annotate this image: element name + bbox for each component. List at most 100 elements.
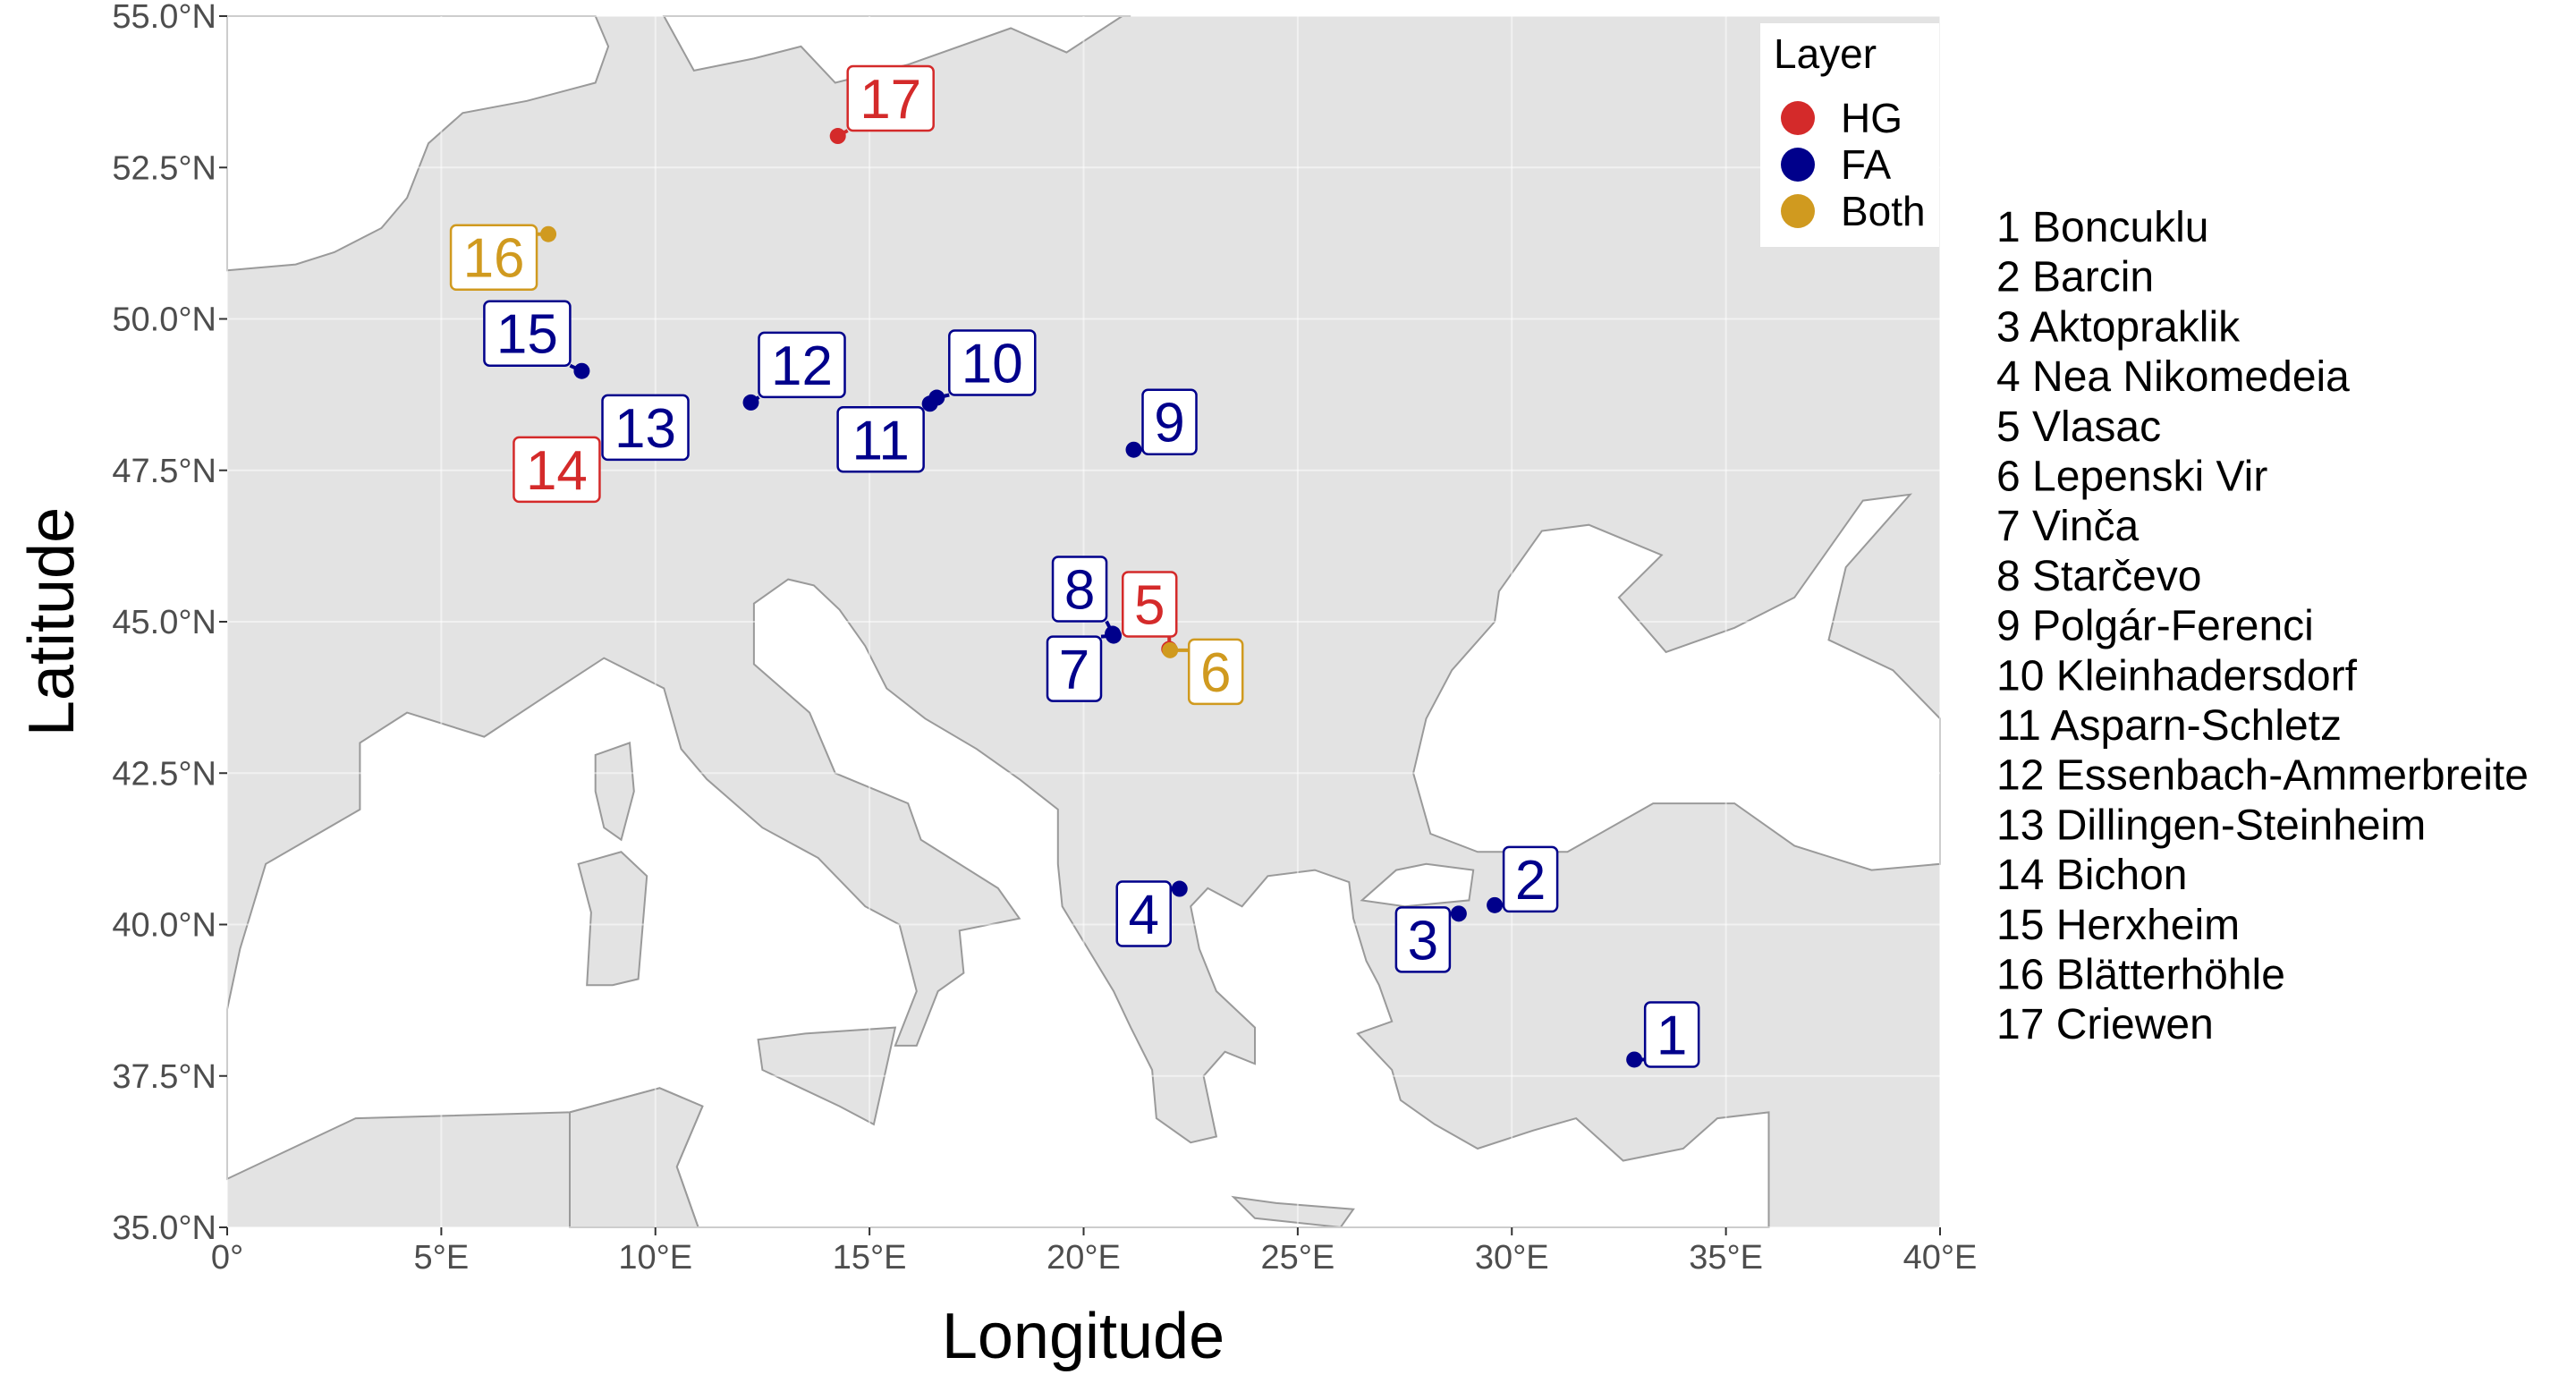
site-label: 17 — [860, 69, 921, 131]
y-tick-label: 42.5°N — [112, 755, 216, 793]
corsica-land — [594, 742, 635, 842]
site-label-box — [1141, 388, 1198, 455]
site-label: 6 — [1200, 642, 1231, 704]
legend-label: Both — [1841, 188, 1926, 234]
site-marker-13: 13 — [601, 394, 690, 462]
x-axis-ticks: 0° 5°E 10°E 15°E 20°E 25°E 30°E 35°E 40°E — [211, 1227, 1978, 1277]
site-list-item: 16 Blätterhöhle — [1996, 952, 2285, 999]
site-label-box — [836, 406, 925, 473]
site-list-item: 14 Bichon — [1996, 852, 2188, 899]
x-tick-label: 15°E — [833, 1239, 907, 1277]
site-label: 3 — [1408, 910, 1438, 971]
site-marker-5: 5 — [1122, 571, 1178, 658]
site-list-item: 12 Essenbach-Ammerbreite — [1996, 752, 2529, 800]
y-tick-label: 35.0°N — [112, 1209, 216, 1247]
site-list-item: 5 Vlasac — [1996, 403, 2161, 451]
site-label: 4 — [1128, 885, 1158, 946]
y-tick-label: 45.0°N — [112, 604, 216, 641]
legend-key-hg — [1781, 101, 1815, 135]
site-point — [1171, 880, 1188, 897]
y-tick-label: 47.5°N — [112, 453, 216, 490]
site-marker-4: 4 — [1115, 880, 1188, 947]
site-list-item: 13 Dillingen-Steinheim — [1996, 802, 2426, 849]
y-axis-ticks: 35.0°N 37.5°N 40.0°N 42.5°N 45.0°N 47.5°N 50.0… — [112, 0, 227, 1247]
site-list-item: 15 Herxheim — [1996, 902, 2240, 949]
site-marker-10: 10 — [928, 329, 1037, 406]
site-label-box — [758, 331, 846, 399]
site-marker-17: 17 — [829, 64, 935, 145]
x-axis-title: Longitude — [942, 1301, 1224, 1372]
site-list-item: 3 Aktopraklik — [1996, 303, 2241, 351]
y-tick-label: 52.5°N — [112, 149, 216, 187]
site-label-box — [449, 224, 538, 291]
site-point — [1162, 641, 1179, 658]
site-label: 13 — [614, 398, 676, 460]
site-marker-14: 14 — [513, 436, 601, 504]
site-label-box — [1502, 845, 1559, 913]
x-tick-label: 25°E — [1260, 1239, 1335, 1277]
site-label: 7 — [1059, 640, 1089, 701]
site-point — [573, 362, 590, 379]
site-point — [1105, 625, 1122, 642]
site-marker-9: 9 — [1125, 388, 1198, 458]
site-point — [540, 225, 557, 242]
site-label-box — [483, 300, 572, 367]
site-list-item: 4 Nea Nikomedeia — [1996, 353, 2350, 401]
site-label: 8 — [1064, 560, 1095, 622]
site-label-box — [513, 436, 601, 504]
x-tick-label: 10°E — [618, 1239, 692, 1277]
black-sea — [1412, 493, 1941, 871]
site-label-box — [1187, 638, 1244, 706]
site-label-box — [1122, 571, 1178, 638]
site-label-box — [1046, 635, 1103, 702]
legend-title: Layer — [1774, 30, 1877, 77]
site-marker-15: 15 — [483, 300, 590, 379]
y-axis-title: Latitude — [16, 507, 88, 736]
site-point — [742, 394, 759, 411]
site-label-box — [1643, 1001, 1700, 1068]
x-tick-label: 20°E — [1046, 1239, 1121, 1277]
y-tick-label: 40.0°N — [112, 907, 216, 945]
site-label: 14 — [526, 440, 588, 502]
site-point — [1626, 1051, 1643, 1068]
site-list-item: 9 Polgár-Ferenci — [1996, 603, 2314, 650]
crete-land — [1231, 1195, 1355, 1229]
site-label-box — [846, 64, 935, 132]
graticule — [226, 15, 1941, 1228]
site-label: 2 — [1515, 850, 1546, 912]
x-tick-label: 0° — [211, 1239, 243, 1277]
site-list-item: 7 Vinča — [1996, 503, 2140, 550]
x-tick-label: 30°E — [1475, 1239, 1549, 1277]
site-label: 5 — [1134, 574, 1165, 636]
x-tick-label: 40°E — [1903, 1239, 1978, 1277]
y-tick-label: 50.0°N — [112, 301, 216, 339]
site-point — [1450, 905, 1467, 922]
site-label: 1 — [1657, 1005, 1687, 1066]
site-list-item: 17 Criewen — [1996, 1001, 2214, 1048]
site-marker-1: 1 — [1626, 1001, 1700, 1068]
site-label-box — [1115, 880, 1172, 947]
site-label: 11 — [852, 410, 909, 471]
x-tick-label: 5°E — [414, 1239, 470, 1277]
site-marker-6: 6 — [1162, 638, 1244, 706]
site-list-item: 6 Lepenski Vir — [1996, 454, 2267, 501]
site-label: 15 — [496, 304, 558, 366]
legend-label: HG — [1841, 95, 1902, 141]
y-tick-label: 37.5°N — [112, 1058, 216, 1096]
site-label-box — [1394, 906, 1452, 973]
site-marker-11: 11 — [836, 395, 938, 473]
mediterranean-sea — [226, 578, 1770, 1228]
site-list-item: 2 Barcin — [1996, 254, 2154, 301]
site-list-item: 11 Asparn-Schletz — [1996, 702, 2342, 750]
x-tick-label: 35°E — [1689, 1239, 1763, 1277]
legend-label: FA — [1841, 141, 1892, 188]
site-marker-8: 8 — [1051, 556, 1122, 642]
site-marker-16: 16 — [449, 224, 557, 291]
site-list-item: 1 Boncuklu — [1996, 204, 2209, 251]
site-label-box — [1051, 556, 1108, 623]
site-label: 9 — [1154, 393, 1184, 454]
